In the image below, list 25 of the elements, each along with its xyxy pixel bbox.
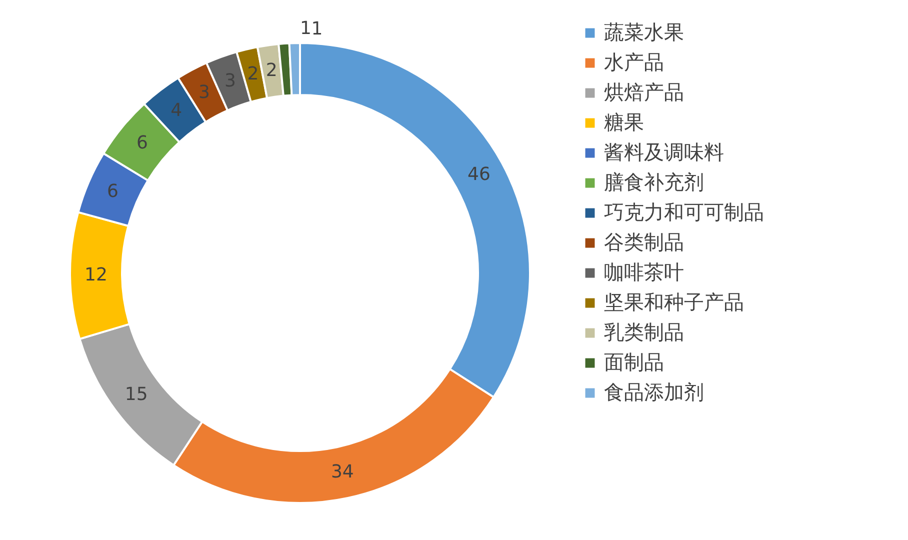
legend-label: 蔬菜水果 [604,20,684,44]
data-label: 15 [124,384,148,405]
legend-label: 巧克力和可可制品 [604,200,764,224]
legend-label: 谷类制品 [604,230,684,254]
data-label: 4 [170,100,182,121]
data-label: 12 [84,264,108,286]
legend-label: 食品添加剂 [604,380,704,404]
data-label: 6 [136,132,148,154]
data-label: 1 [300,18,312,40]
data-label: 34 [330,462,354,483]
legend-label: 面制品 [604,350,664,374]
data-label: 2 [247,64,259,84]
data-label: 2 [266,60,278,81]
legend-label: 糖果 [604,110,644,134]
data-label: 46 [468,164,490,186]
data-label: 1 [311,18,323,40]
legend-label: 咖啡茶叶 [604,260,684,284]
legend-label: 酱料及调味料 [604,140,724,164]
data-label: 3 [198,82,210,103]
legend-label: 水产品 [604,50,664,74]
legend-label: 坚果和种子产品 [604,290,744,314]
legend-label: 膳食补充剂 [604,170,704,194]
legend-label: 乳类制品 [604,320,684,344]
legend-label: 烘焙产品 [604,80,684,104]
data-label: 6 [106,181,118,202]
